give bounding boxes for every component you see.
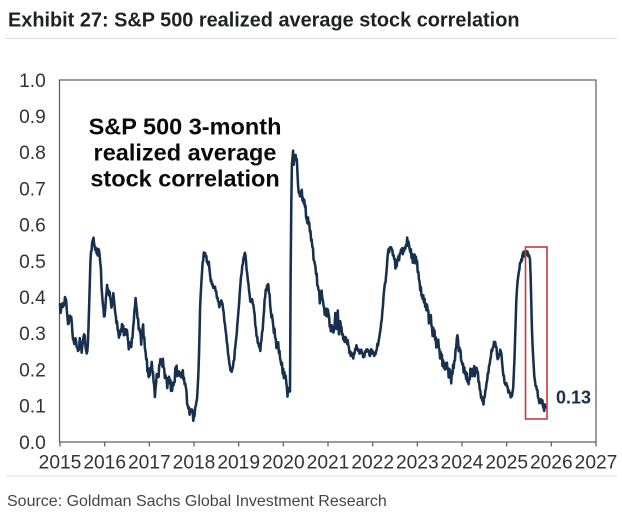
svg-text:1.0: 1.0 — [19, 71, 46, 92]
svg-text:2026: 2026 — [530, 453, 573, 474]
svg-text:0.9: 0.9 — [19, 107, 46, 128]
svg-text:0.7: 0.7 — [19, 179, 46, 200]
svg-text:2021: 2021 — [307, 453, 350, 474]
svg-text:2024: 2024 — [441, 453, 484, 474]
svg-text:Exhibit 27: S&P 500 realized a: Exhibit 27: S&P 500 realized average sto… — [8, 10, 520, 32]
svg-text:0.13: 0.13 — [556, 388, 591, 408]
svg-text:2016: 2016 — [83, 453, 126, 474]
svg-text:0.6: 0.6 — [19, 216, 46, 237]
svg-text:2020: 2020 — [262, 453, 305, 474]
svg-text:stock correlation: stock correlation — [90, 166, 279, 192]
svg-text:2023: 2023 — [396, 453, 439, 474]
svg-text:2019: 2019 — [217, 453, 260, 474]
svg-text:2018: 2018 — [173, 453, 216, 474]
svg-text:2017: 2017 — [128, 453, 171, 474]
svg-text:0.2: 0.2 — [19, 360, 46, 381]
svg-text:0.5: 0.5 — [19, 252, 46, 273]
svg-text:0.3: 0.3 — [19, 324, 46, 345]
svg-text:Source: Goldman Sachs Global I: Source: Goldman Sachs Global Investment … — [7, 493, 387, 510]
svg-text:0.0: 0.0 — [19, 433, 46, 454]
svg-text:0.1: 0.1 — [19, 397, 46, 418]
svg-text:2027: 2027 — [575, 453, 618, 474]
svg-text:2022: 2022 — [351, 453, 394, 474]
svg-text:0.8: 0.8 — [19, 143, 46, 164]
svg-text:realized average: realized average — [94, 140, 277, 166]
svg-text:0.4: 0.4 — [19, 288, 46, 309]
svg-text:2015: 2015 — [39, 453, 82, 474]
svg-text:2025: 2025 — [485, 453, 528, 474]
svg-text:S&P 500 3-month: S&P 500 3-month — [89, 114, 282, 140]
